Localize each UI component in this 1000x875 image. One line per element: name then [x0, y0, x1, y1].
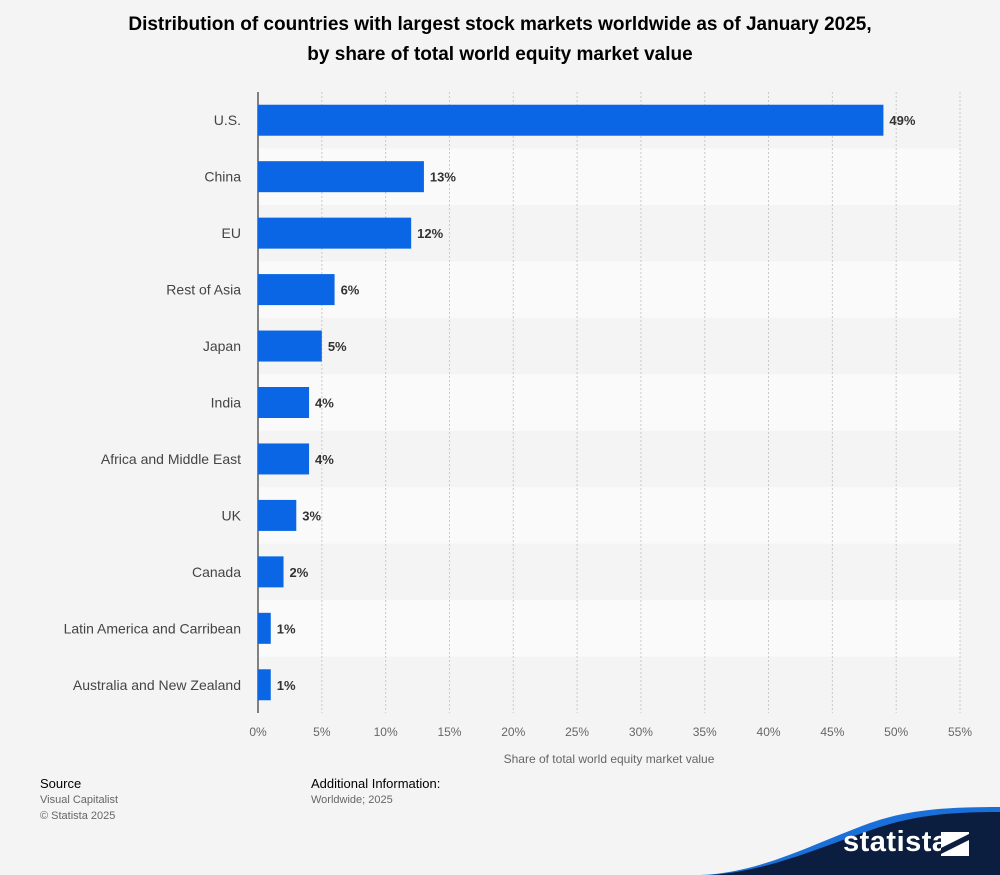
statista-logo-icon [941, 832, 969, 856]
chart-title-line2: by share of total world equity market va… [307, 44, 693, 65]
data-label: 4% [315, 452, 334, 467]
chart-title-line1: Distribution of countries with largest s… [128, 14, 872, 35]
x-tick-label: 50% [884, 725, 908, 739]
bar [258, 274, 335, 306]
data-label: 2% [290, 565, 309, 580]
category-label: Africa and Middle East [101, 451, 241, 467]
data-label: 3% [302, 508, 321, 523]
statista-logo-text[interactable]: statista [843, 826, 949, 858]
statista-wave [700, 807, 1000, 875]
x-tick-label: 55% [948, 725, 972, 739]
bar [258, 669, 271, 701]
category-label: India [211, 395, 242, 411]
category-label: Latin America and Carribean [64, 620, 241, 636]
chart-title: Distribution of countries with largest s… [0, 10, 1000, 70]
category-label: UK [222, 507, 242, 523]
row-band [258, 600, 960, 657]
x-tick-label: 45% [820, 725, 844, 739]
source-name[interactable]: Visual Capitalist [40, 794, 119, 806]
bar [258, 104, 884, 136]
x-tick-label: 30% [629, 725, 653, 739]
category-label: Australia and New Zealand [73, 677, 241, 693]
category-label: Japan [203, 338, 241, 354]
copyright: © Statista 2025 [40, 810, 116, 822]
bar [258, 161, 424, 193]
category-label: EU [222, 225, 241, 241]
x-axis-title: Share of total world equity market value [504, 752, 715, 766]
x-tick-label: 15% [437, 725, 461, 739]
data-label: 1% [277, 678, 296, 693]
source-label: Source [40, 776, 82, 791]
data-label: 49% [889, 113, 915, 128]
bar [258, 387, 310, 418]
x-tick-label: 40% [757, 725, 781, 739]
x-tick-label: 0% [249, 725, 267, 739]
x-tick-label: 20% [501, 725, 525, 739]
category-label: China [204, 169, 241, 185]
category-label: U.S. [214, 112, 241, 128]
data-label: 4% [315, 396, 334, 411]
data-label: 1% [277, 621, 296, 636]
bar [258, 330, 322, 362]
row-band [258, 261, 960, 318]
row-band [258, 487, 960, 544]
bar [258, 499, 297, 531]
additional-info-label: Additional Information: [311, 776, 441, 791]
bar [258, 556, 284, 588]
bar [258, 612, 271, 644]
category-label: Rest of Asia [166, 282, 241, 298]
data-label: 13% [430, 170, 456, 185]
additional-info-text: Worldwide; 2025 [311, 794, 393, 806]
x-tick-label: 35% [693, 725, 717, 739]
x-tick-label: 5% [313, 725, 331, 739]
bar [258, 443, 310, 475]
x-tick-label: 10% [374, 725, 398, 739]
data-label: 6% [341, 283, 360, 298]
x-tick-label: 25% [565, 725, 589, 739]
data-label: 5% [328, 339, 347, 354]
data-label: 12% [417, 226, 443, 241]
bar [258, 217, 412, 249]
wave-dark [710, 812, 1000, 875]
row-band [258, 374, 960, 431]
category-label: Canada [192, 564, 241, 580]
